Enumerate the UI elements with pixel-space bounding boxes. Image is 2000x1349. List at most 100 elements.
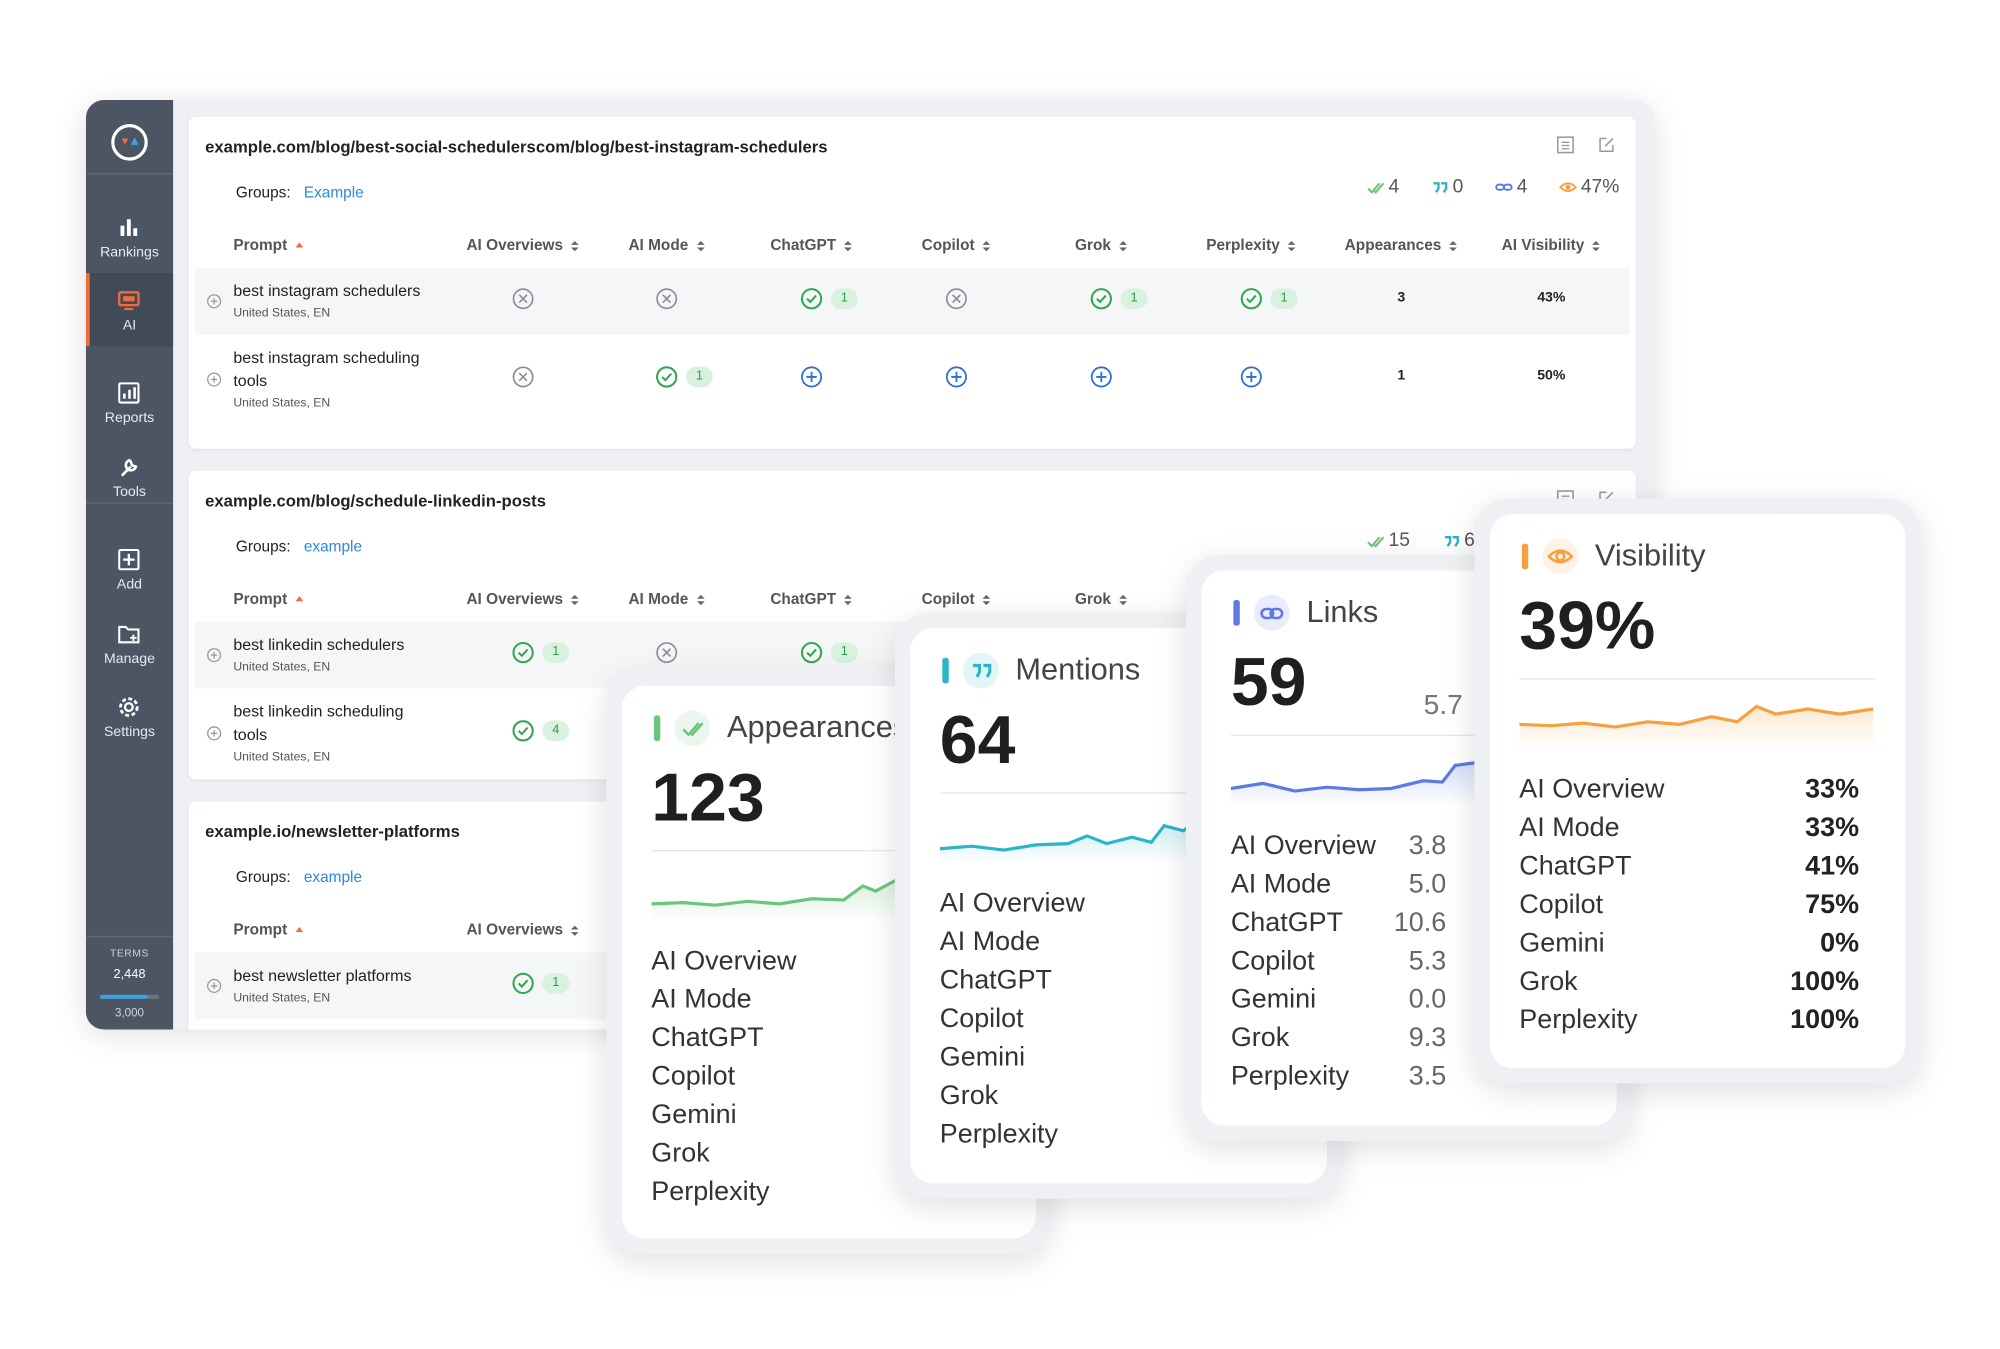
column-header[interactable]: AI Overviews <box>466 236 580 254</box>
icon-part <box>1556 136 1574 154</box>
icon-part <box>210 730 218 737</box>
rows: best instagram schedulers United States, … <box>188 267 1635 424</box>
sidebar-item[interactable]: Add <box>86 532 173 605</box>
icon-part <box>1367 182 1385 194</box>
groups-label: Groups: <box>235 183 291 202</box>
icon-part <box>207 978 222 993</box>
column-header[interactable]: Perplexity <box>1206 236 1296 254</box>
icon-part <box>517 979 529 989</box>
column-header[interactable]: AI Overviews <box>466 920 580 939</box>
icon-part <box>571 925 580 936</box>
breakdown-label: Perplexity <box>1519 1005 1638 1035</box>
icon-part <box>1269 607 1284 620</box>
expand-icon <box>206 647 222 663</box>
breakdown-label: AI Overview <box>1519 774 1665 804</box>
icon-part <box>119 697 139 717</box>
column-header[interactable]: Grok <box>1075 590 1128 608</box>
expand-icon <box>206 726 222 741</box>
sidebar-item[interactable]: Rankings <box>86 200 173 273</box>
icon-part <box>1558 182 1578 192</box>
icon-part <box>800 288 823 310</box>
card-badge <box>674 710 711 747</box>
icon-part <box>128 389 131 399</box>
visibility-percent: 43% <box>1537 289 1566 306</box>
icon-part <box>1230 761 1475 807</box>
terms-label: TERMS <box>109 947 150 960</box>
card-title: Links <box>1306 594 1379 630</box>
column-header[interactable]: ChatGPT <box>770 589 853 608</box>
column-label: ChatGPT <box>770 589 837 608</box>
icon-part <box>939 820 1197 865</box>
icon-part <box>1367 536 1385 548</box>
breakdown-label: ChatGPT <box>939 965 1053 995</box>
icon-part <box>656 366 678 388</box>
sort-icon <box>982 240 991 253</box>
sidebar-label: Manage <box>103 651 155 667</box>
breakdown-label: Copilot <box>1519 889 1604 920</box>
expand-icon <box>206 372 222 387</box>
icon-part <box>123 702 134 713</box>
group-link[interactable]: Example <box>303 183 364 202</box>
column-header[interactable]: Copilot <box>922 236 992 254</box>
icon-part <box>118 548 140 571</box>
icon-part <box>118 548 140 571</box>
column-header[interactable]: Prompt <box>233 921 304 938</box>
breakdown-label: Perplexity <box>651 1176 770 1207</box>
sparkline <box>939 818 1299 865</box>
icon-part <box>939 819 1198 865</box>
stat-value: 0 <box>1452 175 1464 198</box>
sidebar-item[interactable]: Tools <box>86 440 173 513</box>
icon-part <box>295 242 304 248</box>
accent-bar <box>942 657 949 684</box>
groups-label: Groups: <box>235 867 291 886</box>
icon-part <box>973 663 992 678</box>
column-header[interactable]: Prompt <box>233 236 304 254</box>
sidebar-label: AI <box>122 317 137 334</box>
sidebar-item[interactable]: Manage <box>86 606 173 679</box>
sidebar-icon <box>117 455 143 481</box>
breakdown-label: Gemini <box>1519 928 1605 958</box>
sidebar-item[interactable]: AI <box>85 273 174 347</box>
stat-icon <box>1367 531 1385 552</box>
location: United States, EN <box>233 991 331 1006</box>
status-yes <box>800 641 823 664</box>
icon-part <box>951 371 962 383</box>
column-label: AI Overviews <box>466 920 564 939</box>
breakdown-value: 33% <box>1805 774 1860 804</box>
panel-url: example.com/blog/schedule-linkedin-posts <box>205 491 546 511</box>
column-header[interactable]: AI Mode <box>628 590 705 608</box>
sidebar-label: Tools <box>113 484 146 501</box>
icon-part <box>120 225 125 236</box>
group-link[interactable]: example <box>303 537 363 556</box>
card-title: Visibility <box>1594 538 1706 574</box>
column-label: Prompt <box>233 589 288 608</box>
column-header[interactable]: AI Mode <box>628 236 705 254</box>
terms-bar-fill <box>100 994 148 999</box>
status-no <box>945 287 968 310</box>
icon-part <box>512 972 534 995</box>
icon-part <box>295 596 304 602</box>
column-header[interactable]: Appearances <box>1345 236 1458 254</box>
group-link[interactable]: example <box>303 867 363 886</box>
sidebar-item[interactable]: Settings <box>86 680 173 753</box>
icon-part <box>118 382 140 404</box>
count-badge: 1 <box>1120 288 1148 309</box>
column-header[interactable]: Grok <box>1075 236 1128 254</box>
column-header[interactable]: AI Overviews <box>466 590 580 608</box>
prompt: best linkedin schedulers <box>233 635 405 654</box>
stat-value: 15 <box>1388 529 1410 552</box>
icon-part <box>1519 704 1874 729</box>
icon-part <box>1090 366 1112 388</box>
count-badge: 1 <box>830 642 858 663</box>
status-yes <box>655 365 678 388</box>
column-header[interactable]: AI Visibility <box>1502 236 1601 254</box>
column-header[interactable]: Copilot <box>922 590 992 608</box>
icon-part <box>512 641 534 664</box>
column-header[interactable]: Prompt <box>233 590 304 608</box>
groups-label: Groups: <box>235 537 291 556</box>
breakdown-value: 5.3 <box>1408 946 1447 976</box>
breakdown-label: Gemini <box>1230 984 1317 1015</box>
sidebar-item[interactable]: Reports <box>86 365 173 438</box>
column-header[interactable]: ChatGPT <box>770 236 853 254</box>
icon-part <box>120 219 138 236</box>
